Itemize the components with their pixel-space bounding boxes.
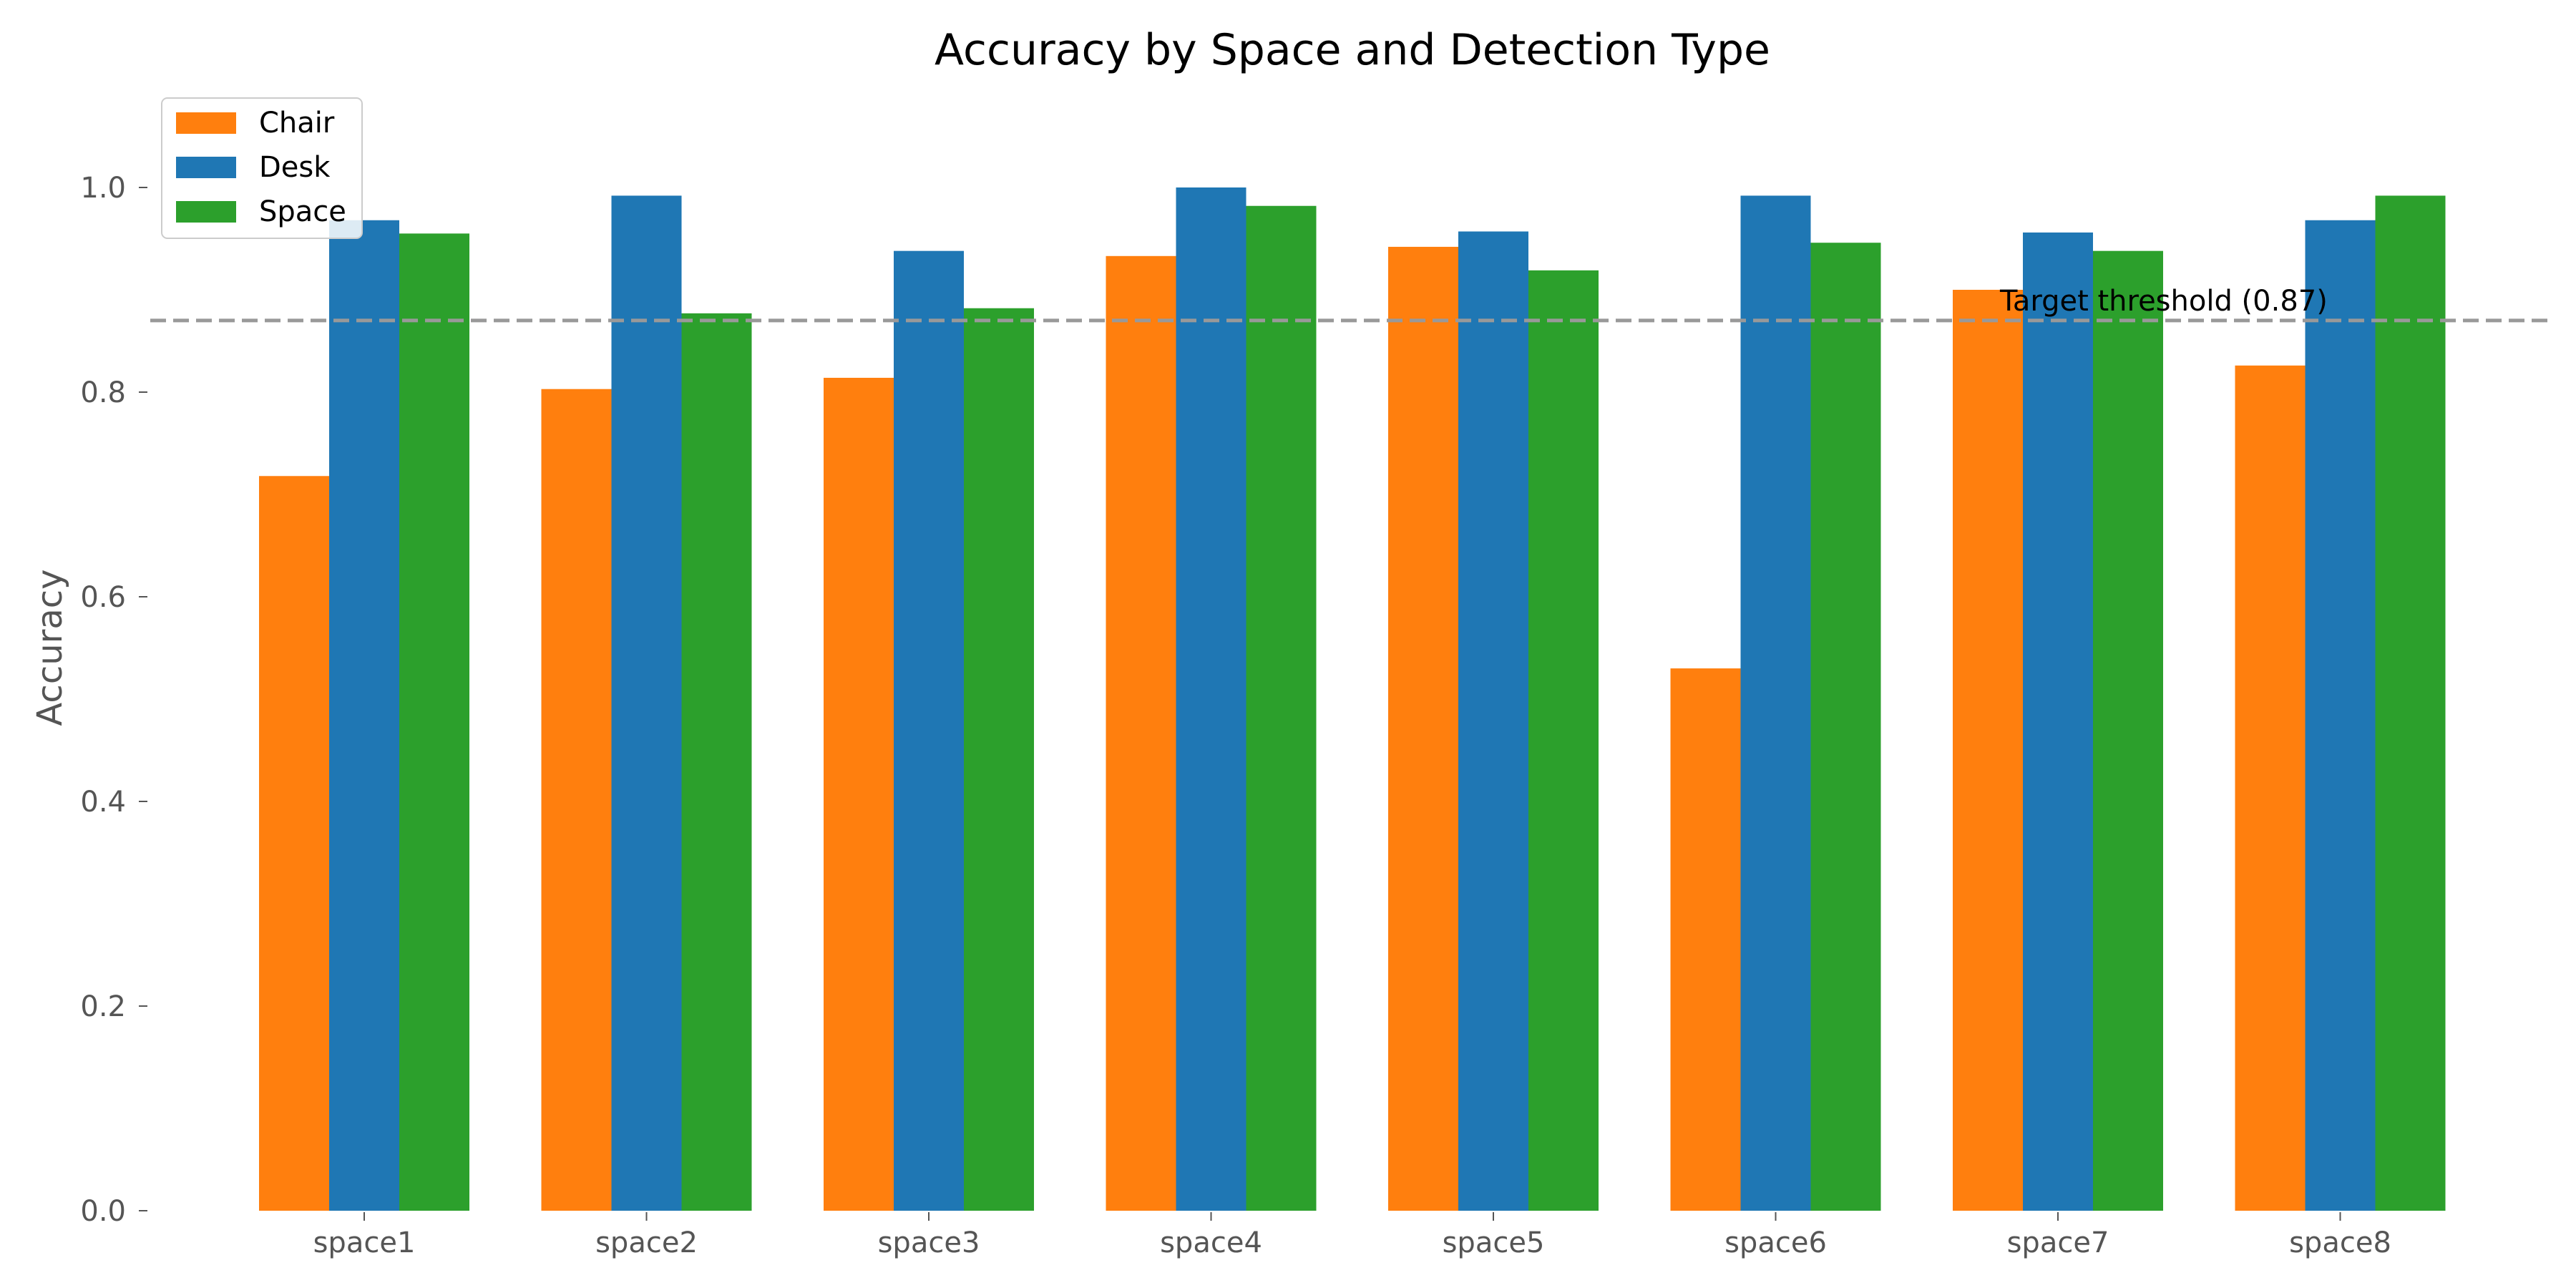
bar-chair-space3 (824, 377, 894, 1211)
y-tick-label: 0.8 (80, 376, 126, 409)
threshold-annotation: Target threshold (0.87) (1999, 285, 2328, 318)
legend-swatch-space (176, 201, 236, 223)
bar-space-space4 (1246, 205, 1317, 1211)
x-tick-label-space6: space6 (1724, 1226, 1827, 1259)
bar-space-space6 (1810, 243, 1881, 1211)
bar-desk-space1 (329, 220, 399, 1211)
bar-chair-space7 (1953, 290, 2023, 1211)
chart-title: Accuracy by Space and Detection Type (935, 25, 1770, 75)
y-axis-ticks: 0.0 0.2 0.4 0.6 0.8 1.0 (80, 172, 147, 1228)
threshold-line-group: Target threshold (0.87) (150, 285, 2547, 323)
x-tick-label-space1: space1 (313, 1226, 416, 1259)
y-tick-label: 1.0 (80, 172, 126, 205)
legend-swatch-desk (176, 157, 236, 178)
x-tick-label-space2: space2 (595, 1226, 698, 1259)
bar-chair-space4 (1106, 255, 1176, 1211)
legend-swatch-chair (176, 112, 236, 134)
x-tick-label-space7: space7 (2007, 1226, 2109, 1259)
bars (259, 187, 2446, 1211)
bar-chair-space6 (1670, 668, 1741, 1211)
x-tick-label-space8: space8 (2289, 1226, 2391, 1259)
bar-chair-space2 (541, 389, 612, 1211)
bar-desk-space3 (894, 250, 964, 1211)
legend-label-space: Space (259, 195, 346, 228)
x-axis-ticks: space1 space2 space3 space4 space5 space6 spac… (313, 1212, 2391, 1259)
bar-chair-space5 (1388, 246, 1458, 1211)
bar-space-space2 (681, 313, 752, 1211)
legend: Chair Desk Space (161, 97, 363, 239)
bar-chair-space8 (2235, 365, 2306, 1211)
bar-space-space1 (399, 233, 469, 1211)
y-tick-label: 0.0 (80, 1195, 126, 1228)
bar-desk-space8 (2305, 220, 2376, 1211)
bar-desk-space4 (1176, 187, 1246, 1211)
x-tick-label-space4: space4 (1160, 1226, 1262, 1259)
bar-desk-space6 (1740, 195, 1811, 1211)
bar-space-space3 (964, 308, 1034, 1211)
bar-space-space5 (1528, 270, 1599, 1211)
bar-chair-space1 (259, 476, 329, 1211)
y-tick-label: 0.4 (80, 786, 126, 819)
y-tick-label: 0.6 (80, 581, 126, 614)
y-axis-label: Accuracy (30, 569, 70, 726)
y-tick-label: 0.2 (80, 990, 126, 1023)
bar-desk-space5 (1458, 231, 1528, 1211)
legend-label-chair: Chair (259, 107, 335, 140)
x-tick-label-space5: space5 (1443, 1226, 1545, 1259)
bar-desk-space7 (2023, 232, 2093, 1211)
bar-space-space8 (2375, 195, 2446, 1211)
legend-label-desk: Desk (259, 151, 331, 184)
x-tick-label-space3: space3 (878, 1226, 980, 1259)
bar-desk-space2 (611, 195, 682, 1211)
bar-space-space7 (2093, 250, 2163, 1211)
